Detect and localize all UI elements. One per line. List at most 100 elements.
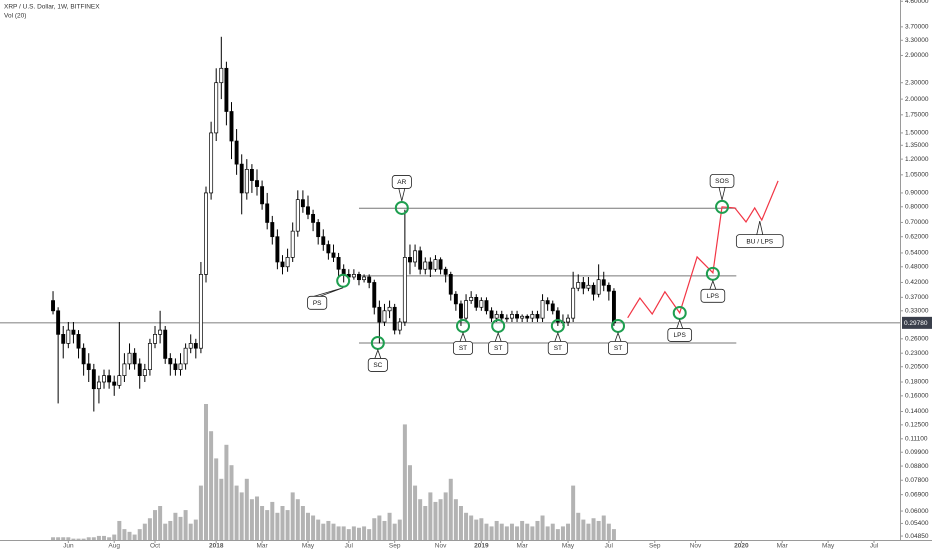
annotation-pointer [709,279,717,290]
candle-body [96,381,101,390]
annotation-box [735,234,784,249]
candle-body [469,297,474,301]
candle-body [219,67,224,84]
y-tick-label: 0.16000 [905,393,929,400]
candle-body [255,180,259,187]
x-tick-label: Sep [389,543,401,550]
volume-bar [545,526,550,540]
annotation: LPS [667,318,693,342]
volume-bar [387,512,392,540]
y-tick-label: 0.20500 [905,363,929,370]
volume-bar [300,506,305,540]
volume-bar [392,523,397,540]
y-tick-label: 0.54000 [905,250,929,257]
candle-body [285,257,290,268]
volume-bar [540,515,545,540]
candle-body [153,334,157,344]
annotation-label: LPS [707,293,720,300]
candle-body [611,290,616,324]
y-tick-label: 0.06900 [905,491,929,498]
volume-bar [428,492,433,540]
annotation-label: SC [373,362,382,369]
volume-bar [423,506,428,540]
candle-body [489,310,494,319]
volume-bar [158,506,163,540]
x-tick-label: Mar [777,543,789,550]
y-tick-label: 0.80000 [905,203,929,210]
candle-body [142,369,147,376]
x-tick-label: Sep [649,543,661,550]
candle-body [499,314,504,319]
candle-body [530,314,535,319]
y-tick-label: 0.90000 [905,190,929,197]
candle-body [606,284,611,292]
volume-bar [163,523,168,540]
volume-bar [214,458,219,540]
volume-bar [402,424,407,540]
volume-bar [494,520,499,540]
annotation: ST [547,331,568,355]
annotation-pointer [459,331,467,342]
volume-bar [530,526,535,540]
candle-body [382,310,387,323]
annotation: ST [608,331,629,355]
volume-bar [280,506,285,540]
x-tick-label: Nov [690,543,702,550]
candle-body [331,252,336,258]
volume-bar [127,531,132,540]
volume-bar [499,523,504,540]
annotation-label: BU / LPS [746,238,773,245]
annotation-box [709,174,735,188]
candle-body [459,303,463,319]
volume-bar [433,501,438,540]
volume-bar [560,526,565,540]
candle-body [163,329,168,359]
annotation: AR [391,175,412,202]
annotation-pointer [718,187,726,201]
candle-body [178,363,183,370]
volume-bar [249,499,254,540]
annotation-label: ST [554,345,562,352]
volume-bar [270,501,275,540]
volume-bar [489,526,494,540]
volume-bar [555,529,560,540]
x-tick-label: Mar [517,543,529,550]
x-tick-label: 2018 [209,543,224,550]
candle-body [127,352,132,365]
candle-body [535,314,540,319]
x-tick-label: 2020 [734,543,749,550]
candle-body [540,300,545,319]
volume-label: Vol (20) [4,13,26,20]
candle-body [188,343,193,349]
candle-body [438,259,443,270]
annotation-box [488,341,509,355]
x-tick-label: Jul [605,543,614,550]
volume-bar [137,529,142,540]
candle-body [137,363,142,376]
annotation-box [391,175,412,189]
volume-bar [591,518,596,540]
candle-body [173,363,178,370]
candle-body [387,306,392,312]
y-tick-label: 0.12500 [905,422,929,429]
volume-bar [576,512,581,540]
y-tick-label: 0.11100 [905,436,928,443]
volume-bar [438,499,443,540]
candle-body [443,268,448,275]
candle-body [520,315,525,319]
volume-bar [244,478,249,540]
y-tick-label: 1.50000 [905,130,929,137]
y-tick-label: 0.06000 [905,508,929,515]
annotation-circle [336,273,351,288]
candle-body [66,329,71,344]
candle-body [576,282,581,289]
candle-body [244,169,249,194]
candle-body [290,230,295,258]
candle-body [147,343,152,370]
candle-body [591,284,596,295]
volume-bar [418,499,423,540]
candle-body [61,334,66,344]
candle-body [413,250,418,263]
volume-bar [260,506,265,540]
